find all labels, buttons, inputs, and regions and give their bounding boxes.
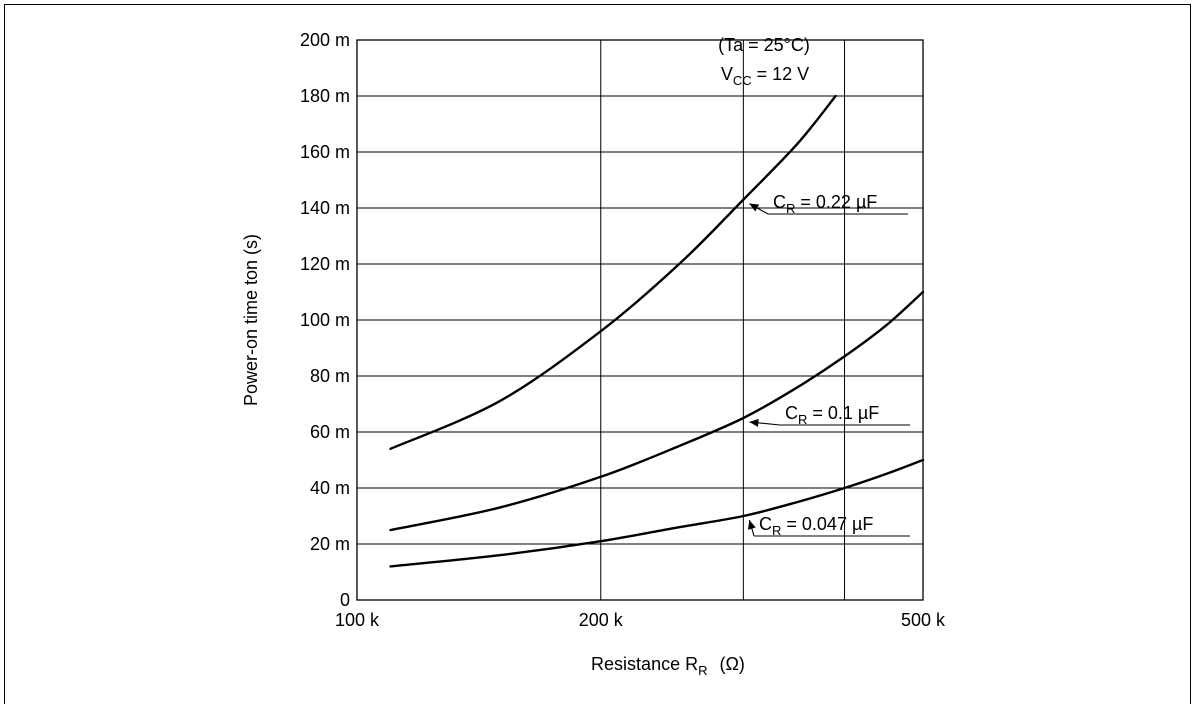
label-arrow-2: [749, 418, 759, 427]
x-axis-label-sub: R: [698, 663, 707, 678]
series-line-3: [389, 458, 925, 568]
series-label-1: CR = 0.22 µF: [773, 192, 877, 216]
label-arrow-1: [749, 203, 760, 212]
series-label-sub: R: [772, 523, 781, 538]
y-tick-label: 40 m: [310, 478, 350, 498]
x-tick-labels: 100 k 200 k 500 k: [335, 610, 946, 630]
x-axis-label-main: Resistance R: [591, 654, 698, 674]
condition-vcc-rest: = 12 V: [752, 64, 810, 84]
condition-vcc-main: V: [721, 64, 733, 84]
x-tick-label: 500 k: [901, 610, 946, 630]
y-tick-label: 80 m: [310, 366, 350, 386]
y-tick-label: 160 m: [300, 142, 350, 162]
y-tick-label: 0: [340, 590, 350, 610]
x-tick-label: 200 k: [579, 610, 624, 630]
plot-border: [356, 39, 924, 601]
series-label-rest: = 0.047 µF: [781, 514, 873, 534]
x-tick-label: 100 k: [335, 610, 380, 630]
label-arrow-3: [748, 520, 756, 530]
series-label-main: C: [785, 403, 798, 423]
y-tick-label: 100 m: [300, 310, 350, 330]
y-axis-label: Power-on time ton (s): [241, 234, 261, 406]
x-axis-label-unit: (Ω): [719, 654, 744, 674]
series-lines: [389, 94, 925, 568]
series-label-rest: = 0.22 µF: [795, 192, 877, 212]
y-tick-label: 20 m: [310, 534, 350, 554]
condition-vcc: VCC = 12 V: [721, 64, 809, 88]
y-tick-labels: 0 20 m 40 m 60 m 80 m 100 m 120 m 140 m 160 m 180…: [300, 30, 350, 610]
y-tick-label: 180 m: [300, 86, 350, 106]
series-line-1: [389, 94, 837, 450]
figure-frame: [4, 4, 1191, 704]
series-line-2: [389, 290, 925, 532]
series-label-2: CR = 0.1 µF: [785, 403, 879, 427]
y-tick-label: 200 m: [300, 30, 350, 50]
series-label-main: C: [759, 514, 772, 534]
y-tick-label: 140 m: [300, 198, 350, 218]
series-label-sub: R: [786, 201, 795, 216]
condition-temperature: (Ta = 25°C): [718, 35, 810, 55]
y-tick-label: 120 m: [300, 254, 350, 274]
series-label-rest: = 0.1 µF: [807, 403, 879, 423]
x-axis-label: Resistance RR (Ω): [591, 654, 745, 678]
condition-vcc-sub: CC: [733, 73, 752, 88]
y-tick-label: 60 m: [310, 422, 350, 442]
series-label-main: C: [773, 192, 786, 212]
series-label-3: CR = 0.047 µF: [759, 514, 873, 538]
series-label-sub: R: [798, 412, 807, 427]
